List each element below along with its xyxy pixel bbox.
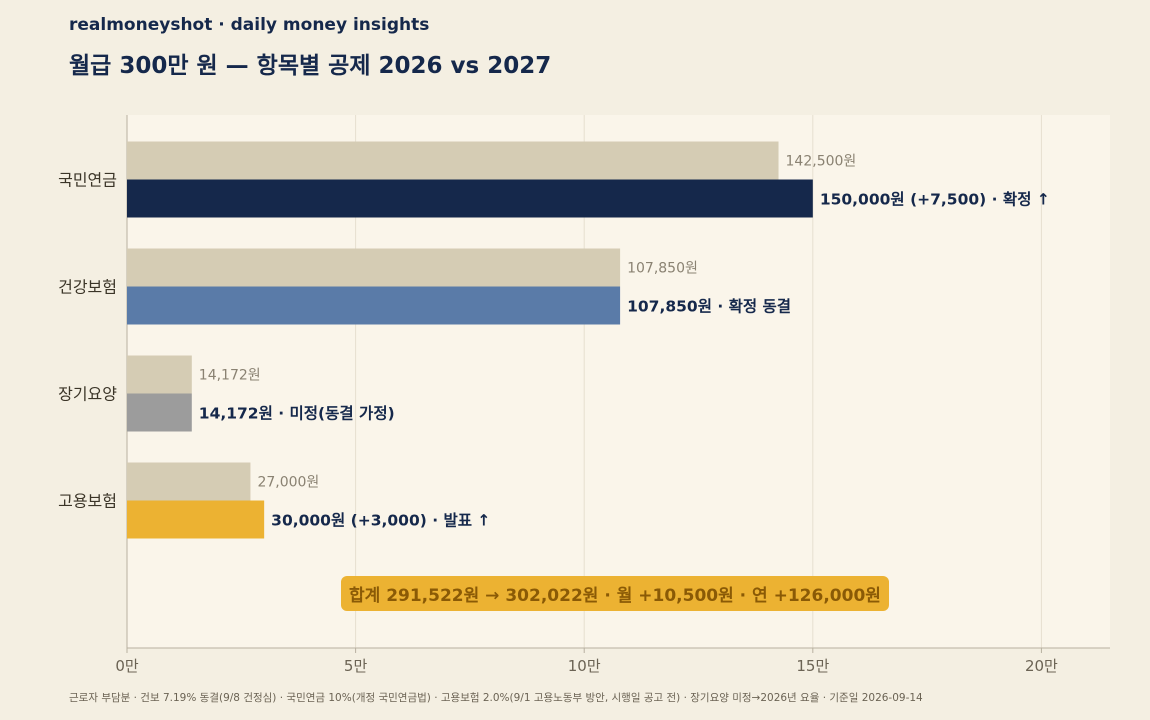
category-label: 국민연금: [58, 171, 117, 190]
total-badge: 합계 291,522원 → 302,022원 · 월 +10,500원 · 연 …: [341, 575, 889, 611]
bar-2026: [127, 355, 192, 394]
bar-2026-value-label: 14,172원: [199, 368, 261, 384]
bar-2026: [127, 462, 251, 501]
x-tick-label: 20만: [1025, 657, 1058, 675]
bar-2027: [127, 500, 265, 539]
x-tick-label: 10만: [568, 657, 601, 675]
x-tick-label: 5만: [344, 657, 368, 675]
bar-2026-value-label: 27,000원: [257, 475, 319, 491]
bar-2027: [127, 393, 192, 432]
bar-2026: [127, 141, 779, 180]
bar-2027: [127, 286, 621, 325]
brand-line: realmoneyshot · daily money insights: [69, 15, 430, 35]
category-label: 건강보험: [58, 278, 117, 297]
bar-2026-value-label: 142,500원: [786, 154, 857, 170]
bar-2026: [127, 248, 621, 287]
x-tick-label: 0만: [115, 657, 139, 675]
bar-2027-value-label: 150,000원 (+7,500) · 확정 ↑: [820, 190, 1050, 209]
chart-title: 월급 300만 원 — 항목별 공제 2026 vs 2027: [69, 53, 552, 79]
x-tick-label: 15만: [796, 657, 829, 675]
bar-2026-value-label: 107,850원: [627, 261, 698, 277]
category-label: 장기요양: [58, 385, 117, 404]
bar-2027-value-label: 30,000원 (+3,000) · 발표 ↑: [271, 512, 490, 530]
bar-2027-value-label: 14,172원 · 미정(동결 가정): [199, 405, 395, 423]
category-label: 고용보험: [58, 492, 117, 511]
bar-2027-value-label: 107,850원 · 확정 동결: [627, 297, 791, 316]
footnote: 근로자 부담분 · 건보 7.19% 동결(9/8 건정심) · 국민연금 10…: [69, 692, 923, 704]
bar-2027: [127, 179, 813, 218]
